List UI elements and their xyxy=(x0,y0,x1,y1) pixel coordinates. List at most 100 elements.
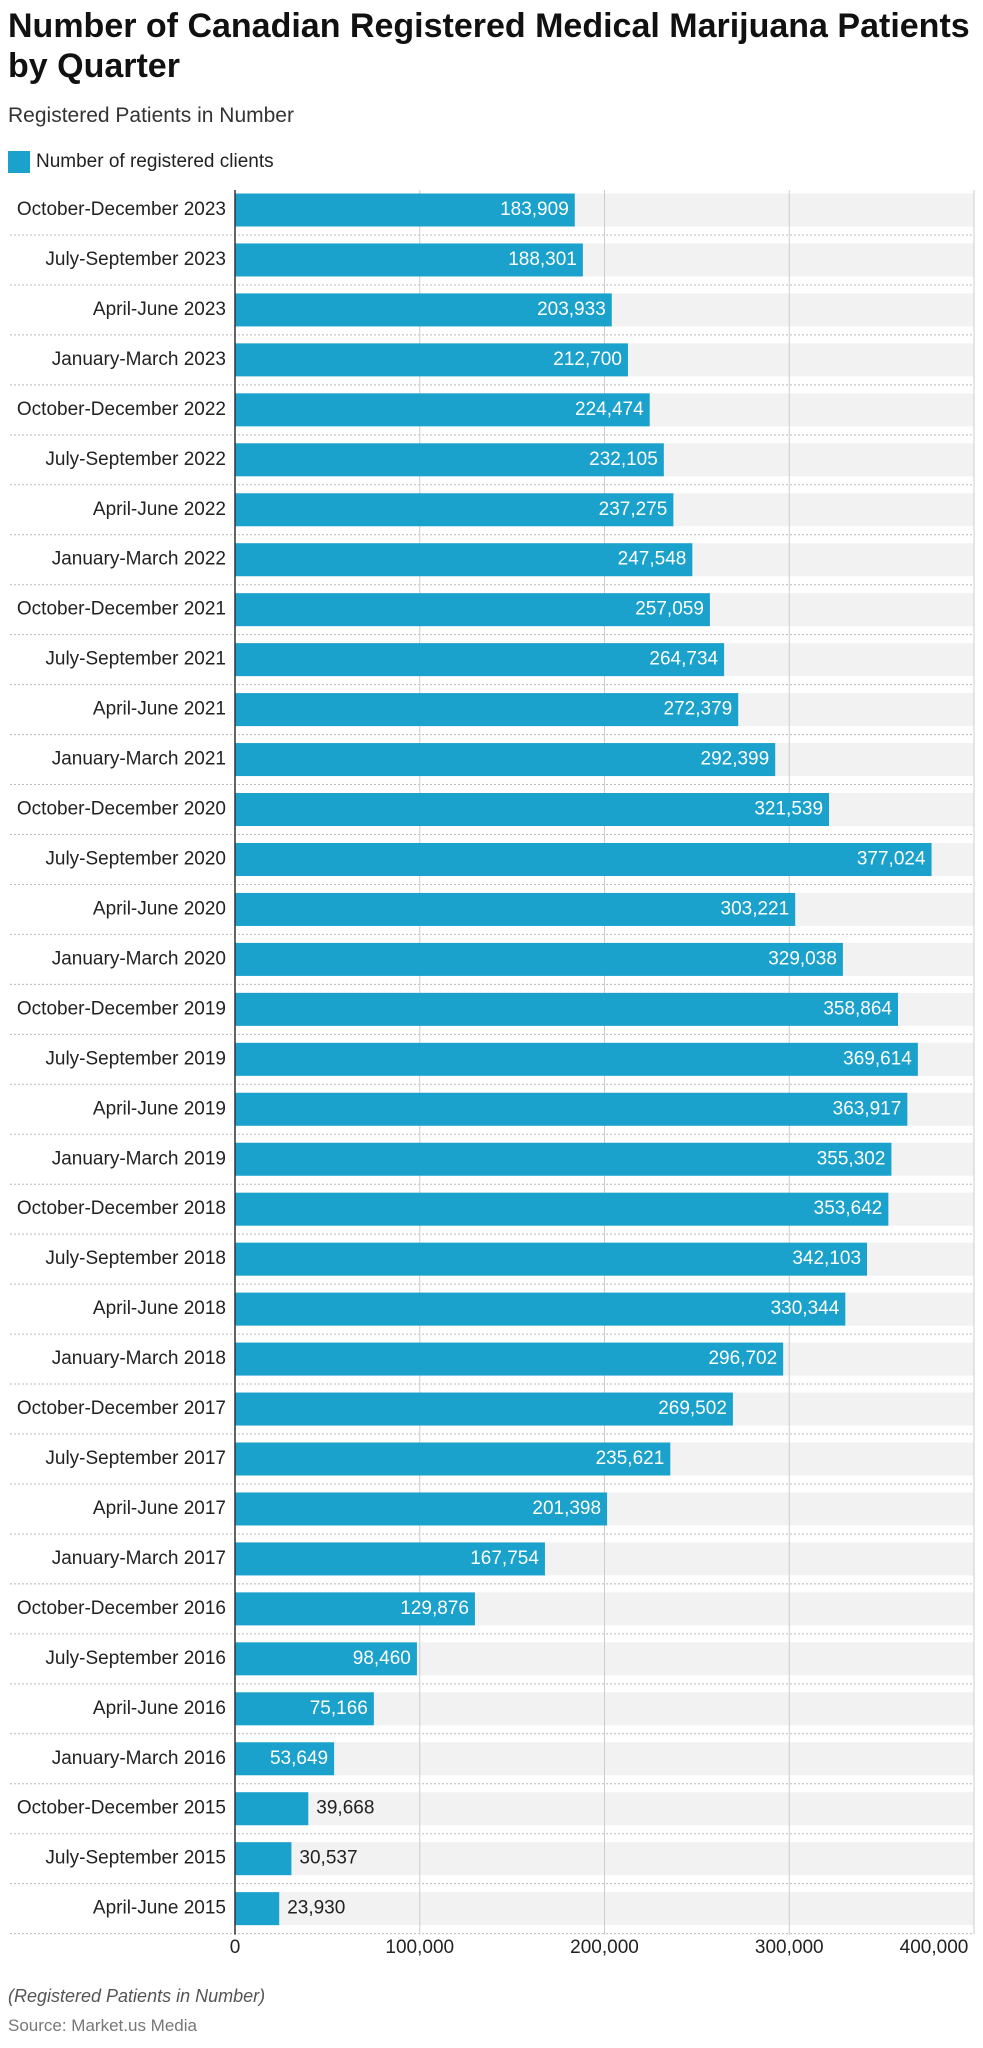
value-label: 98,460 xyxy=(353,1648,411,1669)
bar xyxy=(235,593,710,627)
bar xyxy=(235,1042,918,1076)
bar xyxy=(235,1542,545,1576)
value-label: 203,933 xyxy=(537,299,606,320)
y-tick-label: April-June 2022 xyxy=(93,499,226,520)
x-tick-label: 300,000 xyxy=(755,1937,824,1958)
bar xyxy=(235,1442,671,1476)
y-tick-label: January-March 2021 xyxy=(52,749,226,770)
y-tick-label: July-September 2022 xyxy=(45,449,226,470)
value-label: 257,059 xyxy=(635,599,704,620)
bar xyxy=(235,443,664,477)
y-tick-label: April-June 2019 xyxy=(93,1098,226,1119)
y-tick-label: January-March 2020 xyxy=(52,948,226,969)
bar xyxy=(235,1142,892,1176)
note: (Registered Patients in Number) xyxy=(8,1986,266,2006)
value-label: 377,024 xyxy=(857,848,926,869)
value-label: 224,474 xyxy=(575,399,644,420)
y-tick-label: April-June 2020 xyxy=(93,898,226,919)
bar xyxy=(235,842,932,876)
bar xyxy=(235,293,612,327)
bar xyxy=(235,1892,280,1926)
y-tick-label: October-December 2020 xyxy=(17,799,226,820)
value-label: 355,302 xyxy=(817,1148,886,1169)
value-label: 363,917 xyxy=(833,1098,902,1119)
bar xyxy=(235,892,796,926)
value-label: 303,221 xyxy=(721,898,790,919)
y-tick-label: October-December 2018 xyxy=(17,1198,226,1219)
y-tick-label: October-December 2021 xyxy=(17,599,226,620)
bar xyxy=(235,193,575,227)
value-label: 30,537 xyxy=(299,1848,357,1869)
y-tick-label: January-March 2023 xyxy=(52,349,226,370)
bar xyxy=(235,493,674,527)
y-tick-label: July-September 2021 xyxy=(45,649,226,670)
bar xyxy=(235,1192,889,1226)
bar xyxy=(235,1342,784,1376)
value-label: 272,379 xyxy=(664,699,733,720)
value-label: 235,621 xyxy=(596,1448,665,1469)
y-tick-label: July-September 2020 xyxy=(45,848,226,869)
value-label: 292,399 xyxy=(701,749,770,770)
legend-label: Number of registered clients xyxy=(36,151,274,172)
y-tick-label: April-June 2023 xyxy=(93,299,226,320)
value-label: 369,614 xyxy=(843,1048,912,1069)
value-label: 232,105 xyxy=(589,449,658,470)
y-tick-label: January-March 2019 xyxy=(52,1148,226,1169)
value-label: 329,038 xyxy=(768,948,837,969)
y-tick-label: April-June 2016 xyxy=(93,1698,226,1719)
chart-title: Number of Canadian Registered Medical Ma… xyxy=(8,7,970,85)
value-label: 39,668 xyxy=(316,1798,374,1819)
y-tick-label: January-March 2022 xyxy=(52,549,226,570)
y-tick-label: July-September 2019 xyxy=(45,1048,226,1069)
y-tick-label: July-September 2015 xyxy=(45,1848,226,1869)
value-label: 167,754 xyxy=(470,1548,539,1569)
legend-swatch xyxy=(8,151,30,173)
y-tick-label: July-September 2023 xyxy=(45,249,226,270)
value-label: 237,275 xyxy=(599,499,668,520)
y-tick-label: October-December 2023 xyxy=(17,199,226,220)
value-label: 75,166 xyxy=(310,1698,368,1719)
value-label: 129,876 xyxy=(400,1598,469,1619)
y-tick-label: October-December 2019 xyxy=(17,998,226,1019)
y-tick-label: October-December 2016 xyxy=(17,1598,226,1619)
bar xyxy=(235,1692,374,1726)
y-tick-label: April-June 2017 xyxy=(93,1498,226,1519)
bar xyxy=(235,793,830,827)
bar xyxy=(235,1092,908,1126)
value-label: 264,734 xyxy=(649,649,718,670)
value-label: 358,864 xyxy=(823,998,892,1019)
y-tick-label: July-September 2016 xyxy=(45,1648,226,1669)
value-label: 330,344 xyxy=(771,1298,840,1319)
y-tick-label: July-September 2017 xyxy=(45,1448,226,1469)
x-tick-label: 200,000 xyxy=(570,1937,639,1958)
value-label: 321,539 xyxy=(754,799,823,820)
value-label: 212,700 xyxy=(553,349,622,370)
bar xyxy=(235,1242,868,1276)
y-tick-label: April-June 2018 xyxy=(93,1298,226,1319)
value-label: 269,502 xyxy=(658,1398,727,1419)
bar xyxy=(235,992,899,1026)
y-tick-label: October-December 2017 xyxy=(17,1398,226,1419)
bar xyxy=(235,1292,846,1326)
value-label: 183,909 xyxy=(500,199,569,220)
y-tick-label: April-June 2015 xyxy=(93,1898,226,1919)
bar xyxy=(235,942,843,976)
bar xyxy=(235,243,583,277)
bar xyxy=(235,343,628,377)
bar xyxy=(235,1792,309,1826)
value-label: 296,702 xyxy=(708,1348,777,1369)
bar xyxy=(235,743,776,777)
bar xyxy=(235,693,739,727)
y-tick-label: January-March 2016 xyxy=(52,1748,226,1769)
bar xyxy=(235,643,725,677)
y-tick-label: January-March 2017 xyxy=(52,1548,226,1569)
x-tick-label: 100,000 xyxy=(385,1937,454,1958)
value-label: 201,398 xyxy=(532,1498,601,1519)
x-tick-label: 0 xyxy=(230,1937,241,1958)
y-tick-label: July-September 2018 xyxy=(45,1248,226,1269)
value-label: 342,103 xyxy=(792,1248,861,1269)
y-tick-label: October-December 2015 xyxy=(17,1798,226,1819)
bar xyxy=(235,393,650,427)
